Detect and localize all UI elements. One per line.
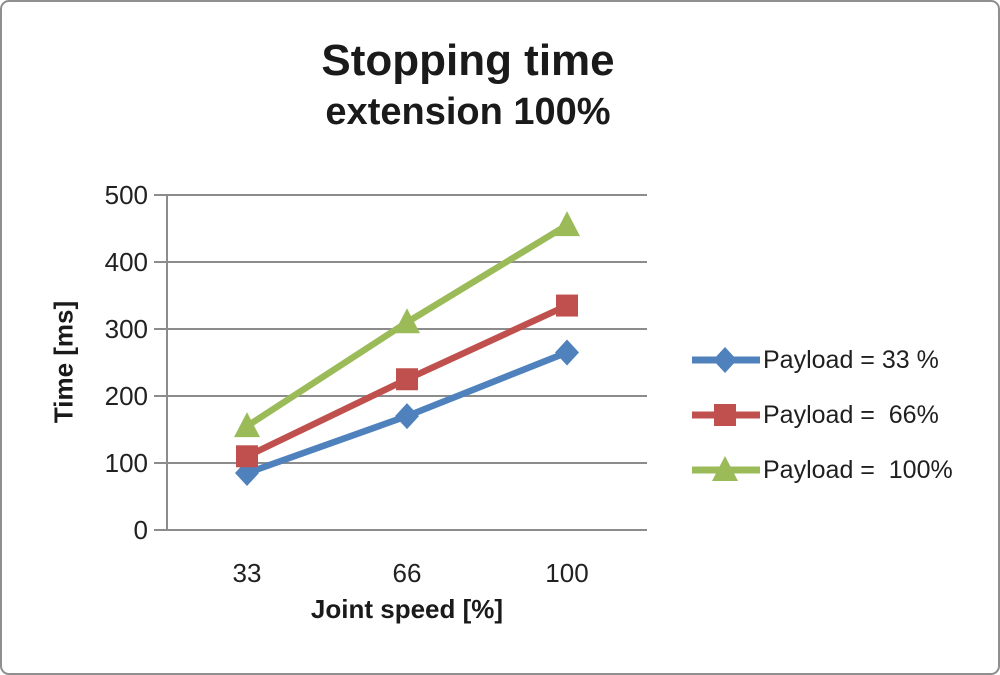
- x-tick-label-33: 33: [233, 558, 262, 588]
- series-0-marker-diamond-2: [555, 339, 579, 366]
- legend-item-1: Payload = 66%: [692, 401, 953, 429]
- legend-marker-diamond: [713, 347, 737, 373]
- y-tick-label-400: 400: [105, 247, 148, 277]
- series-2-marker-triangle-1: [394, 308, 420, 334]
- y-axis-title: Time [ms]: [48, 300, 79, 424]
- series-2-marker-triangle-0: [234, 412, 260, 438]
- legend-item-0: Payload = 33 %: [692, 346, 953, 374]
- x-tick-label-100: 100: [545, 558, 588, 588]
- legend-label-2: Payload = 100%: [763, 455, 953, 484]
- chart-title: Stopping time extension 100%: [2, 36, 934, 134]
- series-1-marker-square-1: [396, 368, 418, 391]
- y-tick-label-100: 100: [105, 448, 148, 478]
- chart-title-line-2: extension 100%: [325, 91, 611, 134]
- series-1-marker-square-2: [556, 294, 578, 317]
- legend-swatch-square-icon: [692, 404, 760, 426]
- y-tick-label-300: 300: [105, 314, 148, 344]
- series-0-marker-diamond-1: [395, 403, 419, 430]
- series-1: [236, 294, 578, 468]
- legend-item-2: Payload = 100%: [692, 456, 953, 484]
- legend-swatch-triangle-icon: [692, 456, 760, 481]
- series-2: [234, 211, 580, 438]
- series-1-marker-square-0: [236, 445, 258, 468]
- y-tick-label-0: 0: [134, 515, 148, 545]
- x-tick-label-66: 66: [393, 558, 422, 588]
- legend-marker-square: [714, 404, 736, 426]
- legend: Payload = 33 % Payload = 66% Payload = 100…: [692, 346, 953, 484]
- x-axis-title: Joint speed [%]: [310, 594, 504, 624]
- series-0: [235, 339, 579, 487]
- legend-marker-triangle: [712, 456, 738, 481]
- y-tick-label-500: 500: [105, 180, 148, 210]
- legend-label-1: Payload = 66%: [763, 400, 939, 429]
- series-2-marker-triangle-2: [554, 211, 580, 237]
- y-tick-label-200: 200: [105, 381, 148, 411]
- legend-swatch-diamond-icon: [692, 347, 760, 373]
- chart-title-line-1: Stopping time: [321, 36, 615, 85]
- legend-label-0: Payload = 33 %: [763, 345, 939, 374]
